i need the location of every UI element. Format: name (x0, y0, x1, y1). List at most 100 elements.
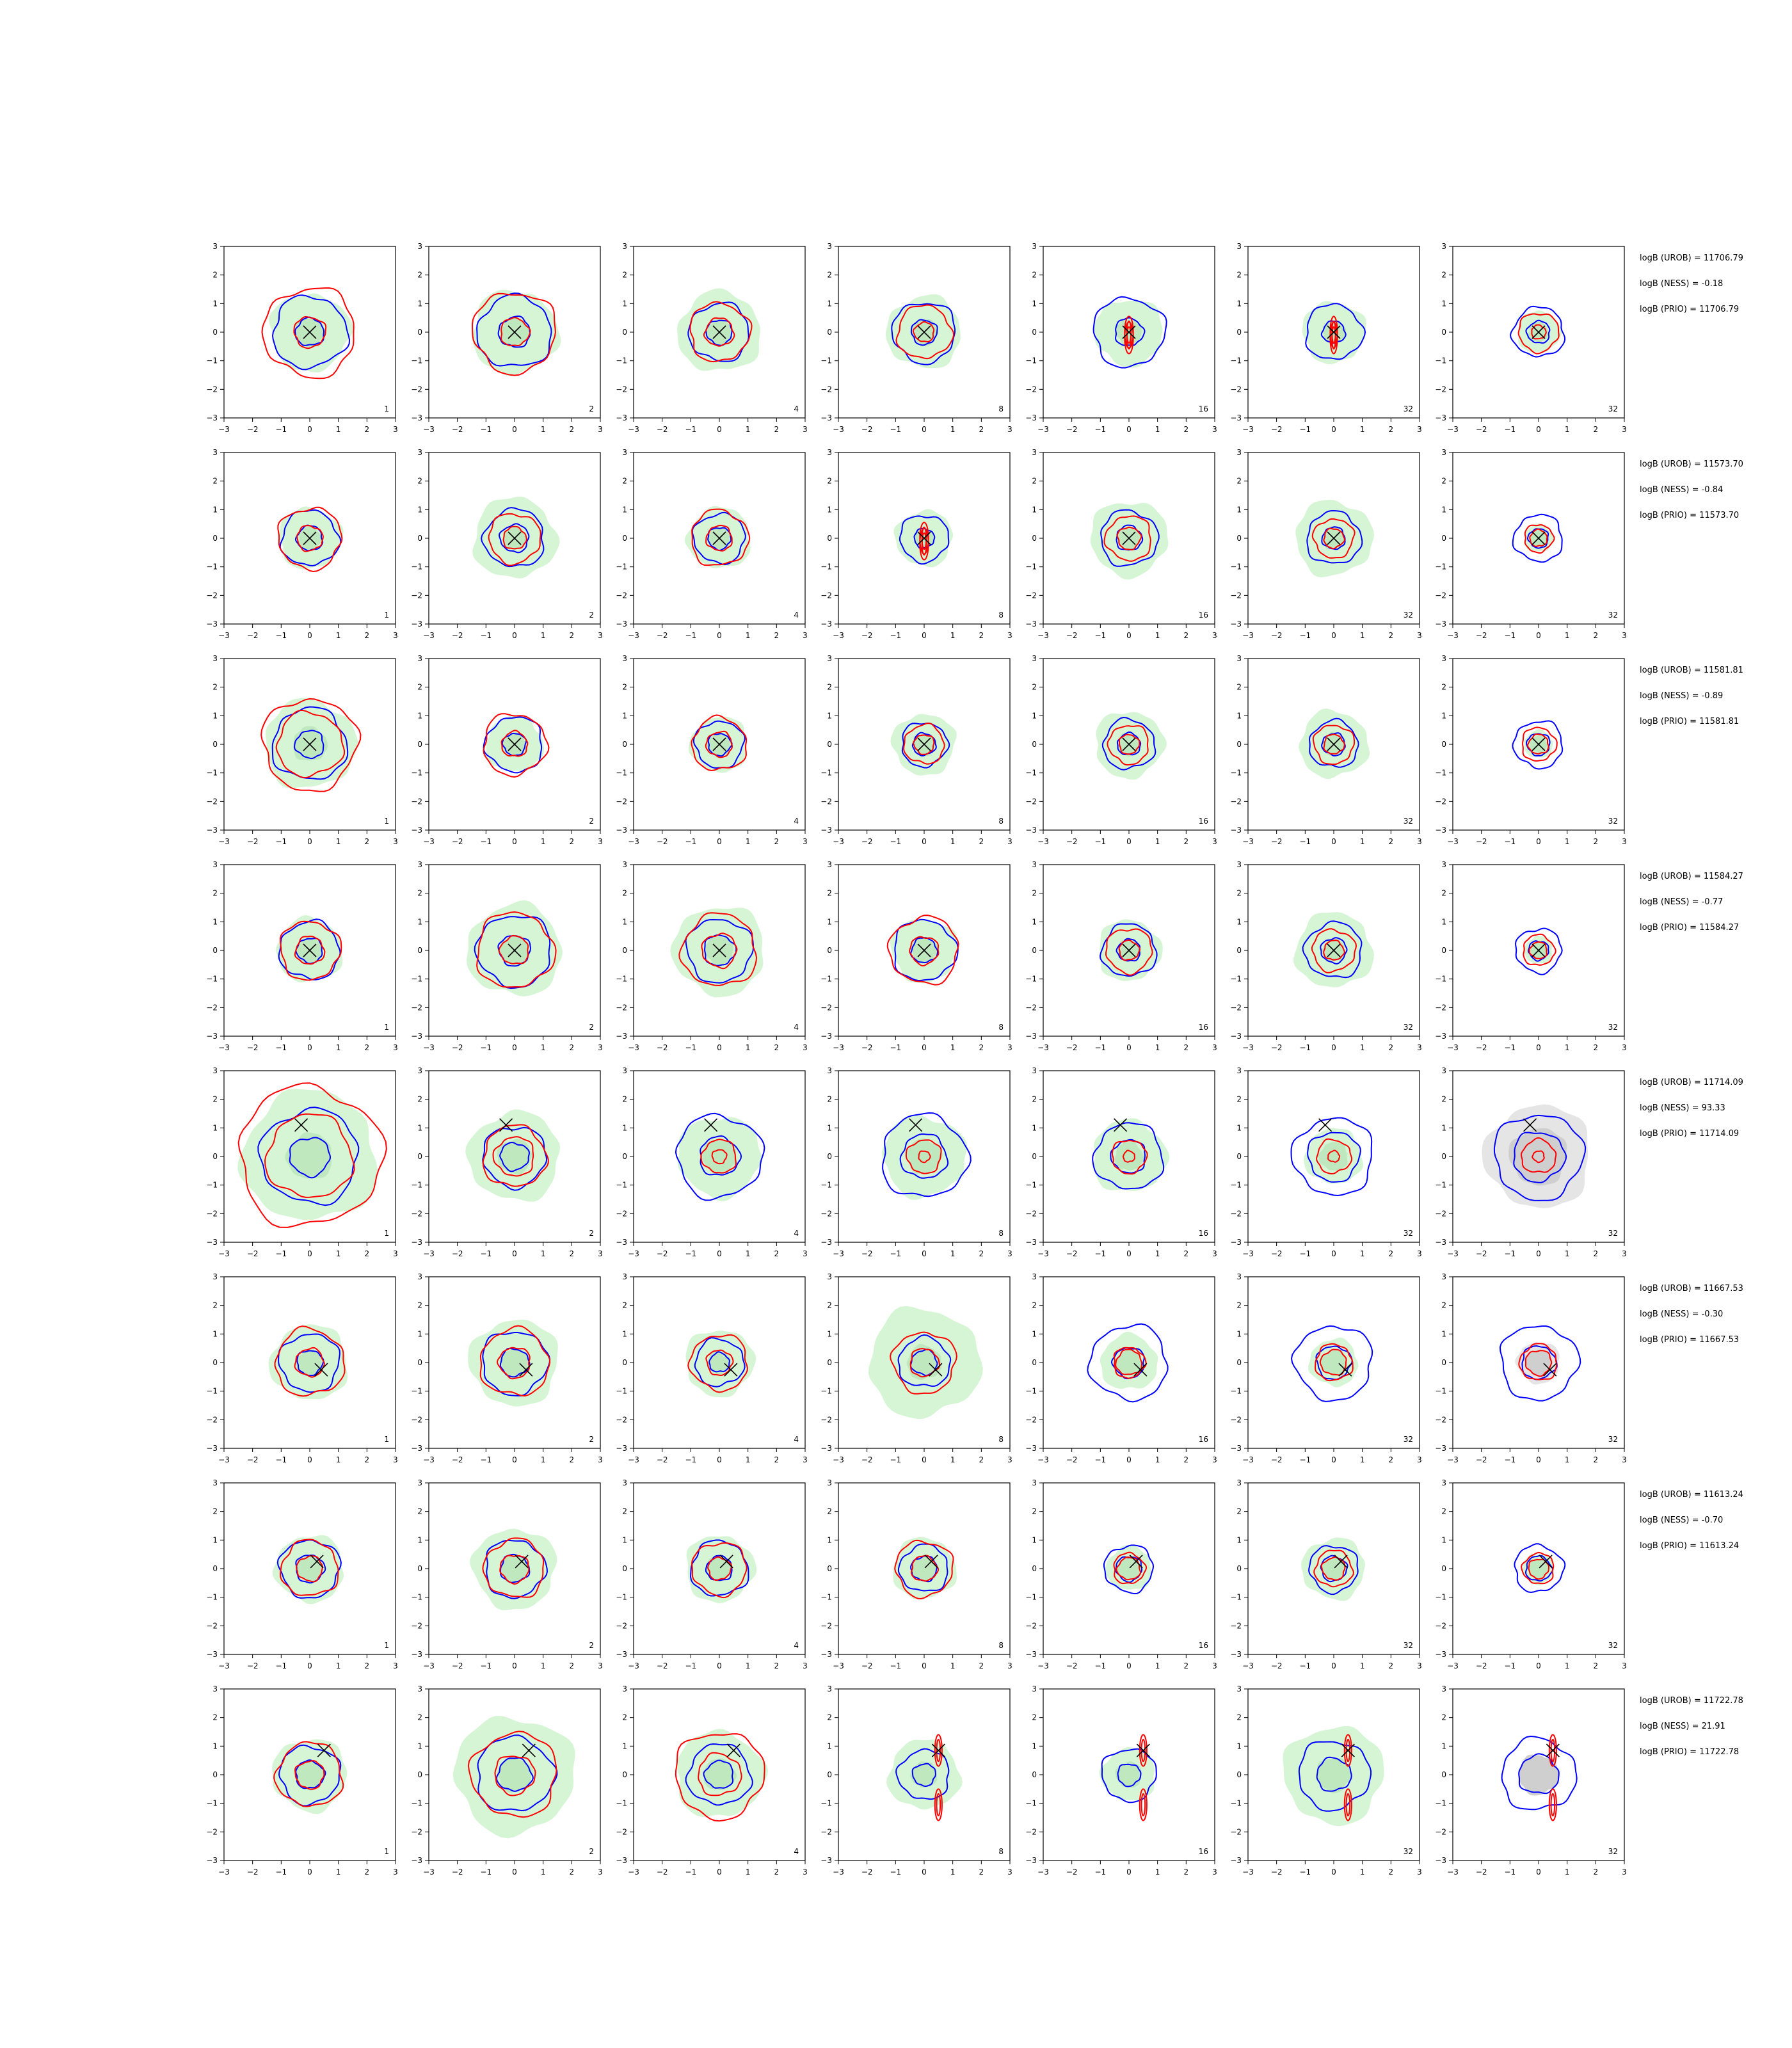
panel-6-3: −3 −2 −1 0 1 2 3 −3 −2 −1 0 1 2 3 4 (616, 1272, 808, 1464)
y-tick-label: 0 (1441, 740, 1446, 749)
x-tick-label: −2 (861, 1043, 873, 1052)
panel-label: 1 (384, 1229, 389, 1238)
panel-2-5: −3 −2 −1 0 1 2 3 −3 −2 −1 0 1 2 3 16 (1025, 448, 1217, 640)
x-tick-label: −2 (657, 837, 668, 846)
y-tick-label: 2 (1236, 1713, 1242, 1722)
blue-contour (476, 292, 552, 367)
x-tick-label: −3 (423, 425, 435, 434)
x-tick-label: 3 (1417, 1455, 1422, 1464)
panel-7-5: −3 −2 −1 0 1 2 3 −3 −2 −1 0 1 2 3 16 (1025, 1478, 1217, 1670)
red-contour (1345, 1738, 1351, 1763)
y-tick-label: 0 (827, 534, 832, 543)
x-tick-label: −3 (1447, 1249, 1459, 1258)
y-tick-label: 3 (1032, 242, 1037, 251)
x-tick-label: −2 (657, 1249, 668, 1258)
panel-label: 8 (998, 817, 1004, 826)
x-tick-label: 0 (307, 1661, 312, 1670)
panel-6-2: −3 −2 −1 0 1 2 3 −3 −2 −1 0 1 2 3 2 (411, 1272, 603, 1464)
red-contour (294, 935, 326, 965)
x-tick-label: 1 (950, 1043, 956, 1052)
y-tick-label: 2 (622, 271, 627, 280)
y-tick-label: −1 (411, 1799, 422, 1808)
y-tick-label: −3 (206, 620, 218, 628)
true-value-marker (1327, 325, 1341, 339)
logb-annotation: logB (UROB) = 11706.79 (1640, 253, 1743, 263)
logb-annotation: logB (PRIO) = 11714.09 (1640, 1129, 1739, 1139)
true-value-marker (712, 943, 726, 957)
y-tick-label: 3 (1032, 1478, 1037, 1487)
true-value-marker (724, 1363, 738, 1377)
blue-contour (1521, 1345, 1558, 1380)
y-tick-label: 1 (1032, 1123, 1037, 1132)
x-tick-label: −1 (1504, 1043, 1516, 1052)
x-tick-label: −3 (1242, 631, 1254, 640)
y-tick-label: −3 (1435, 620, 1446, 628)
y-tick-label: −3 (1025, 620, 1037, 628)
y-tick-label: −2 (1025, 1209, 1037, 1218)
x-tick-label: −3 (423, 1249, 435, 1258)
y-tick-label: 0 (1032, 1152, 1037, 1161)
x-tick-label: 0 (922, 1249, 927, 1258)
x-tick-label: 3 (1622, 425, 1627, 434)
x-tick-label: 3 (803, 1661, 808, 1670)
x-tick-label: −3 (1447, 1868, 1459, 1876)
x-tick-label: 2 (1594, 1661, 1599, 1670)
true-value-marker (1546, 1743, 1560, 1757)
y-tick-label: 2 (1236, 477, 1242, 486)
density-fill-inner (500, 1348, 529, 1378)
red-contour (689, 301, 753, 363)
panel-4-6: −3 −2 −1 0 1 2 3 −3 −2 −1 0 1 2 3 32 (1230, 860, 1422, 1052)
y-tick-label: 3 (1441, 242, 1446, 251)
blue-contour (1099, 923, 1158, 977)
y-tick-label: 1 (212, 1535, 218, 1544)
x-tick-label: −3 (1037, 631, 1049, 640)
y-tick-label: 3 (212, 1478, 218, 1487)
y-tick-label: −1 (616, 563, 627, 572)
y-tick-label: −2 (616, 1209, 627, 1218)
y-tick-label: 3 (622, 1066, 627, 1075)
panel-label: 4 (794, 1023, 799, 1032)
x-tick-label: 3 (1417, 1249, 1422, 1258)
y-tick-label: 3 (622, 1478, 627, 1487)
y-tick-label: 1 (827, 1741, 832, 1750)
y-tick-label: −2 (411, 591, 422, 600)
x-tick-label: −3 (1037, 837, 1049, 846)
panel-label: 4 (794, 817, 799, 826)
x-tick-label: −2 (1066, 1043, 1078, 1052)
x-tick-label: 1 (336, 1249, 341, 1258)
x-tick-label: 0 (1536, 1661, 1541, 1670)
y-tick-label: 1 (622, 1123, 627, 1132)
y-tick-label: 1 (1441, 505, 1446, 514)
x-tick-label: 0 (1126, 1455, 1132, 1464)
y-tick-label: 3 (1236, 1066, 1242, 1075)
x-tick-label: −1 (1504, 631, 1516, 640)
y-tick-label: −1 (1230, 769, 1242, 778)
red-contour (483, 713, 550, 778)
y-tick-label: 0 (212, 1358, 218, 1367)
y-tick-label: 0 (1236, 1770, 1242, 1779)
x-tick-label: 0 (922, 1661, 927, 1670)
y-tick-label: −2 (1435, 1415, 1446, 1424)
panel-label: 1 (384, 1641, 389, 1650)
y-tick-label: −1 (206, 1387, 218, 1396)
red-contour (675, 1733, 765, 1822)
y-tick-label: −3 (1435, 1856, 1446, 1865)
y-tick-label: 0 (1032, 1770, 1037, 1779)
x-tick-label: −3 (1242, 1868, 1254, 1876)
x-tick-label: 2 (774, 1868, 780, 1876)
red-contour (921, 532, 927, 556)
y-tick-label: 0 (212, 328, 218, 337)
panel-8-4: −3 −2 −1 0 1 2 3 −3 −2 −1 0 1 2 3 8 (820, 1684, 1012, 1876)
y-tick-label: −1 (206, 769, 218, 778)
red-contour (482, 1124, 549, 1187)
x-tick-label: 2 (979, 837, 984, 846)
x-tick-label: −1 (1094, 1249, 1106, 1258)
x-tick-label: 2 (774, 1455, 780, 1464)
blue-contour (1321, 526, 1346, 550)
x-tick-label: 2 (1184, 1868, 1189, 1876)
red-contour (274, 1325, 346, 1397)
y-tick-label: 0 (1441, 1770, 1446, 1779)
x-tick-label: −3 (1242, 425, 1254, 434)
x-tick-label: 0 (307, 631, 312, 640)
x-tick-label: −3 (628, 1249, 639, 1258)
